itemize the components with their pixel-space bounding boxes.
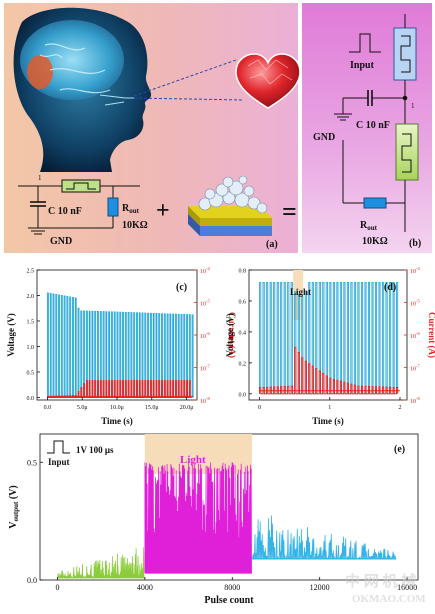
chart-e-panel-label: (e) [394,444,405,455]
chart-d-light-label: Light [290,287,311,297]
chart-e-input-spec: 1V 100 μs [76,445,114,455]
chart-e-axes: 0 4000 8000 12000 16000 0.0 0.5 [27,458,417,592]
node-label-a: 1 [38,174,42,182]
input-pulse-icon [47,440,70,454]
ground-label-b: GND [313,132,335,143]
circuit-a [18,179,140,235]
chart-c-ytick-left-label: 2.5 [27,269,35,275]
heart-icon [235,53,301,109]
panel-label-b: (b) [409,238,421,249]
head-illustration [13,7,245,173]
chart-c-axes: 0.0 0.5 1.0 1.5 2.0 2.5 10-4 10-5 10-6 10-7 10-8 0.… [27,266,211,411]
chart-e-input-label: Input [48,457,70,467]
rout-value-a: 10KΩ [122,220,148,231]
chart-d-plot [259,281,400,395]
chart-c-ytick-right-label: 10-8 [200,396,210,405]
chart-e-light-label: Light [180,454,206,466]
chart-c-ytick-left-label: 1.5 [27,319,35,325]
chart-c-xtick-label: 20.0μ [180,405,194,411]
chart-c-xtick-label: 5.0μ [77,405,88,411]
chart-c-ylabel-right: Current (A) [227,312,237,358]
chart-d-ylabel-left: Voltage (V) [225,313,235,356]
chart-e-xtick-label: 0 [55,583,59,592]
chart-d: 0.0 0.2 0.4 0.6 0.8 10-4 10-5 10-6 10-7 10-8 0 1 2 L… [225,266,435,426]
chart-c-ytick-left-label: 0.0 [27,396,35,402]
chart-d-xlabel: Time (s) [312,416,344,426]
chart-d-ytick-left-label: 0.0 [239,392,247,398]
chart-d-xtick-label: 1 [328,405,331,411]
chart-d-ytick-right-label: 10-7 [410,364,420,373]
memristor-device [61,179,101,193]
resistor-rout-a [107,197,119,217]
chart-c-ytick-right-label: 10-4 [200,266,210,275]
chart-c-ytick-left-label: 1.0 [27,345,35,351]
chart-d-ytick-left-label: 0.8 [239,269,247,275]
chart-e-ytick-label: 0.5 [27,458,37,467]
chart-e-xtick-label: 4000 [137,583,153,592]
chart-e-xlabel: Pulse count [204,595,254,606]
neural-signal [99,94,134,106]
chart-c-ylabel-left: Voltage (V) [6,313,16,356]
chart-d-ytick-left-label: 0.6 [239,299,247,305]
chart-e-series-1 [144,462,252,574]
chart-c-xtick-label: 15.0μ [145,405,159,411]
chart-c-ytick-right-label: 10-7 [200,364,210,373]
chart-c-ytick-left-label: 0.5 [27,370,35,376]
chart-d-ytick-left-label: 0.4 [239,330,247,336]
chart-d-ytick-right-label: 10-5 [410,299,420,308]
chart-e: 0 4000 8000 12000 16000 0.0 0.5 Light Input 1V… [8,433,419,606]
dashed-link-upper [133,59,237,97]
chart-c: 0.0 0.5 1.0 1.5 2.0 2.5 10-4 10-5 10-6 10-7 10-8 0.… [6,266,237,426]
chart-d-xtick-label: 0 [258,405,261,411]
capacitor-label-b: C 10 nF [356,120,390,131]
watermark-cn: 中 网 机 械 [345,572,416,590]
chart-c-xtick-label: 10.0μ [110,405,124,411]
chart-e-ytick-label: 0.0 [27,576,37,585]
chart-e-xtick-label: 8000 [224,583,240,592]
equals-sign: = [282,197,297,226]
chart-c-xlabel: Time (s) [101,416,133,426]
chart-e-xtick-label: 16000 [397,583,417,592]
brain-region-highlight [27,55,53,89]
panel-label-a: (a) [266,239,278,250]
chart-e-plot [57,462,397,580]
chart-e-xtick-label: 12000 [310,583,330,592]
capacitor-label-a: C 10 nF [48,206,82,217]
panel-b: Input 1 C 10 nF GND Rout 10KΩ (b) [302,3,432,253]
chart-c-ytick-left-label: 2.0 [27,294,35,300]
plus-sign: + [156,198,170,224]
watermark: 中 网 机 械 OKMAO.COM [345,572,426,605]
chart-d-ytick-left-label: 0.2 [239,361,247,367]
chart-c-plot [46,292,194,398]
rout-label-b: Rout [360,220,378,232]
chart-d-xtick-label: 2 [398,405,401,411]
chart-d-panel-label: (d) [384,282,396,293]
chart-d-ylabel-right: Current (A) [427,312,435,358]
chart-e-ylabel: Voutput (V) [8,485,20,528]
chart-d-axes: 0.0 0.2 0.4 0.6 0.8 10-4 10-5 10-6 10-7 10-8 0 1 2 [239,266,421,411]
rout-value-b: 10KΩ [362,236,388,247]
chart-c-panel-label: (c) [176,282,187,293]
chart-d-frame [248,269,408,401]
chart-d-ytick-right-label: 10-8 [410,396,420,405]
chart-d-ytick-right-label: 10-4 [410,266,420,275]
rout-label-a: Rout [122,203,140,215]
device-illustration [188,175,272,236]
chart-c-ytick-right-label: 10-5 [200,299,210,308]
resistor-rout-b [363,197,387,209]
chart-c-xtick-label: 0.0 [44,405,52,411]
circuit-b [334,14,419,232]
chart-c-ytick-right-label: 10-6 [200,331,210,340]
watermark-en: OKMAO.COM [352,593,426,605]
chart-d-ytick-right-label: 10-6 [410,331,420,340]
input-label-b: Input [350,60,375,71]
ground-label-a: GND [50,236,72,247]
dashed-link-lower [133,97,245,101]
panel-a: 1 C 10 nF GND Rout 10KΩ + (a) = [4,3,301,253]
node-label-b: 1 [411,102,415,110]
